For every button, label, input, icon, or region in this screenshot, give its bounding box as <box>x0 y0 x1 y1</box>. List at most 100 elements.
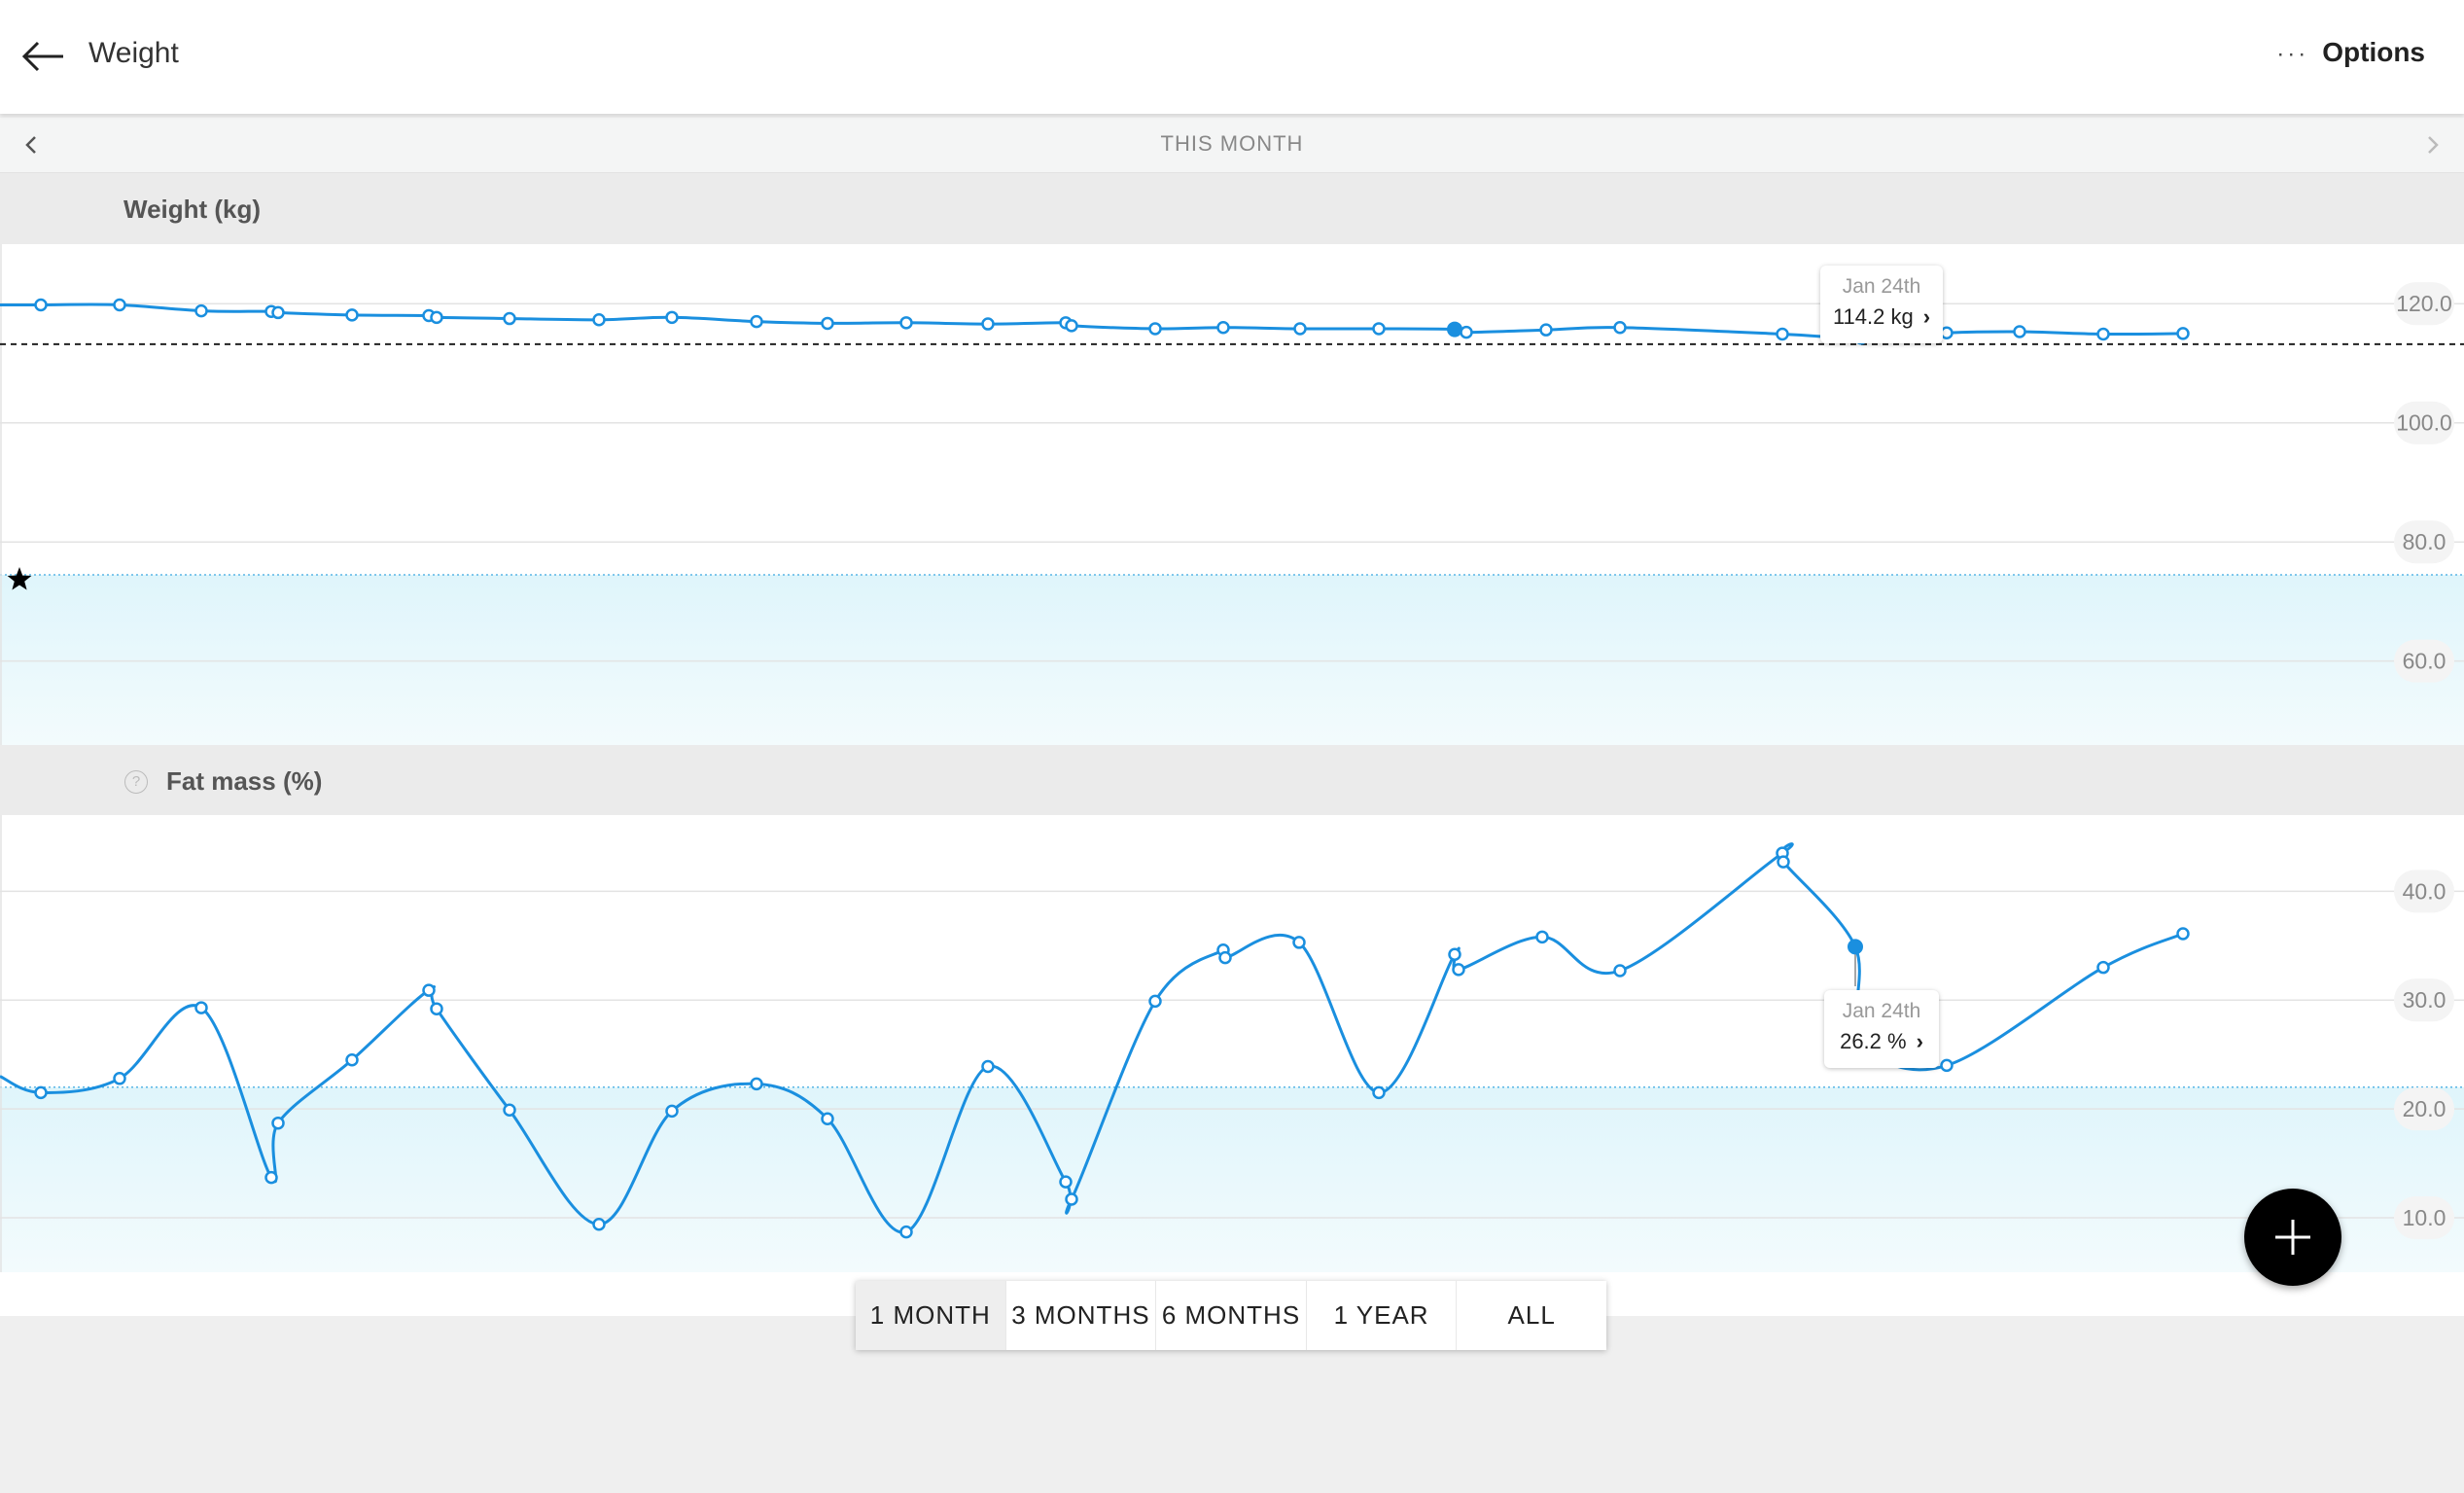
previous-period-button[interactable] <box>19 127 43 162</box>
fat-y-tick-label: 20.0 <box>2403 1096 2446 1121</box>
fat-data-point <box>1059 1175 1073 1189</box>
fat-data-point <box>271 1116 285 1130</box>
fat-data-point <box>503 1103 516 1118</box>
fat-selected-point <box>1848 939 1863 955</box>
weight-data-point <box>2013 325 2026 338</box>
options-button[interactable]: ··· Options <box>2276 37 2425 68</box>
weight-tick-bg <box>2394 401 2454 444</box>
fat-tooltip-value: 26.2 % <box>1840 1029 1907 1053</box>
weight-data-point <box>2096 327 2110 341</box>
plus-icon <box>2275 1220 2310 1255</box>
chevron-right-icon <box>2428 136 2439 154</box>
fat-data-point <box>1065 1192 1078 1206</box>
weight-data-point <box>430 310 443 325</box>
weight-selected-point <box>1447 321 1462 338</box>
weight-data-point <box>1293 322 1307 336</box>
fat-chart[interactable]: 40.0 30.0 20.0 10.0 <box>0 815 2464 1316</box>
fat-chart-panel: 40.0 30.0 20.0 10.0 Jan 24th 26.2 % › <box>0 815 2464 1316</box>
fat-data-point <box>1535 930 1549 944</box>
weight-data-point <box>2176 327 2190 340</box>
add-measurement-button[interactable] <box>2244 1189 2341 1286</box>
fat-y-tick-label: 30.0 <box>2403 987 2446 1013</box>
weight-y-tick-label: 120.0 <box>2396 291 2452 316</box>
fat-y-tick-label: 10.0 <box>2403 1205 2446 1230</box>
weight-tick-bg <box>2394 639 2454 683</box>
fat-healthy-range-band <box>0 1086 2464 1272</box>
fat-section-header: ? Fat mass (%) <box>0 745 2464 815</box>
chevron-left-icon <box>25 136 36 154</box>
fat-tick-bg <box>2394 1087 2454 1131</box>
fat-data-point <box>1777 855 1790 869</box>
fat-data-point <box>1372 1085 1386 1100</box>
options-label: Options <box>2322 37 2425 67</box>
weight-goal-star-icon <box>7 567 32 590</box>
help-icon[interactable]: ? <box>124 770 148 794</box>
weight-section-title: Weight (kg) <box>123 195 262 224</box>
weight-data-point <box>750 314 763 329</box>
weight-data-point <box>1940 326 1954 339</box>
weight-tooltip-value: 114.2 kg <box>1832 304 1914 329</box>
fat-data-point <box>1940 1058 1954 1073</box>
range-option-all[interactable]: ALL <box>1507 1300 1556 1330</box>
weight-data-point <box>113 298 126 312</box>
weight-data-point <box>1065 319 1078 333</box>
weight-data-point <box>503 311 516 326</box>
weight-chart[interactable]: 120.0 100.0 80.0 60.0 <box>0 244 2464 745</box>
fat-tick-bg <box>2394 978 2454 1022</box>
fat-data-point <box>1148 994 1162 1009</box>
weight-chart-panel: 120.0 100.0 80.0 60.0 Jan 24th 114.2 kg › <box>0 244 2464 745</box>
fat-data-point <box>2096 960 2110 975</box>
fat-data-point <box>113 1072 126 1085</box>
weight-tick-bg <box>2394 282 2454 326</box>
weight-tooltip-date: Jan 24th <box>1842 275 1921 298</box>
fat-tooltip[interactable]: Jan 24th 26.2 % › <box>1824 990 1939 1068</box>
fat-data-point <box>981 1059 995 1074</box>
fat-data-point <box>1448 947 1461 961</box>
fat-y-tick-label: 40.0 <box>2403 878 2446 904</box>
weight-y-tick-label: 100.0 <box>2396 410 2452 436</box>
weight-data-point <box>1613 320 1627 335</box>
chevron-right-icon: › <box>1922 304 1931 329</box>
fat-data-point <box>1218 950 1232 965</box>
weight-data-point <box>1460 325 1473 339</box>
fat-data-point <box>345 1053 359 1067</box>
fat-data-point <box>34 1085 48 1100</box>
weight-data-point <box>194 303 208 318</box>
weight-healthy-range-band <box>0 575 2464 745</box>
weight-tooltip[interactable]: Jan 24th 114.2 kg › <box>1820 266 1943 343</box>
weight-data-point <box>271 305 285 320</box>
page-title: Weight <box>88 37 179 69</box>
range-option-1-year[interactable]: 1 YEAR <box>1307 1281 1458 1350</box>
period-label: THIS MONTH <box>1160 131 1304 156</box>
fat-data-point <box>665 1104 679 1119</box>
weight-data-point <box>592 313 606 327</box>
fat-series-line <box>0 842 2184 1234</box>
back-arrow-icon <box>21 41 63 72</box>
fat-data-point <box>430 1002 443 1015</box>
range-selector: 1 MONTH 3 MONTHS 6 MONTHS 1 YEAR ALL <box>856 1281 1606 1350</box>
weight-data-point <box>1539 323 1553 337</box>
range-option-1-month[interactable]: 1 MONTH <box>856 1281 1006 1350</box>
fat-data-point <box>194 1001 208 1014</box>
fat-data-point <box>264 1170 278 1185</box>
weight-data-point <box>665 310 679 325</box>
fat-data-point <box>1613 964 1627 978</box>
fat-tick-bg <box>2394 1196 2454 1240</box>
range-option-6-months[interactable]: 6 MONTHS <box>1156 1281 1307 1350</box>
weight-data-point <box>821 316 834 331</box>
fat-data-point <box>422 983 436 997</box>
more-dots-icon: ··· <box>2276 41 2309 67</box>
weight-data-point <box>1372 322 1386 336</box>
weight-section-header: Weight (kg) <box>0 173 2464 244</box>
fat-tooltip-date: Jan 24th <box>1842 1000 1921 1022</box>
weight-y-tick-label: 80.0 <box>2403 529 2446 554</box>
weight-data-point <box>345 308 359 322</box>
chevron-right-icon: › <box>1916 1029 1923 1053</box>
weight-tick-bg <box>2394 520 2454 564</box>
range-option-3-months[interactable]: 3 MONTHS <box>1006 1281 1157 1350</box>
next-period-button[interactable] <box>2421 127 2445 162</box>
back-button[interactable] <box>21 37 66 76</box>
weight-data-point <box>1148 322 1162 336</box>
weight-data-point <box>899 316 913 330</box>
fat-data-point <box>1452 963 1465 977</box>
